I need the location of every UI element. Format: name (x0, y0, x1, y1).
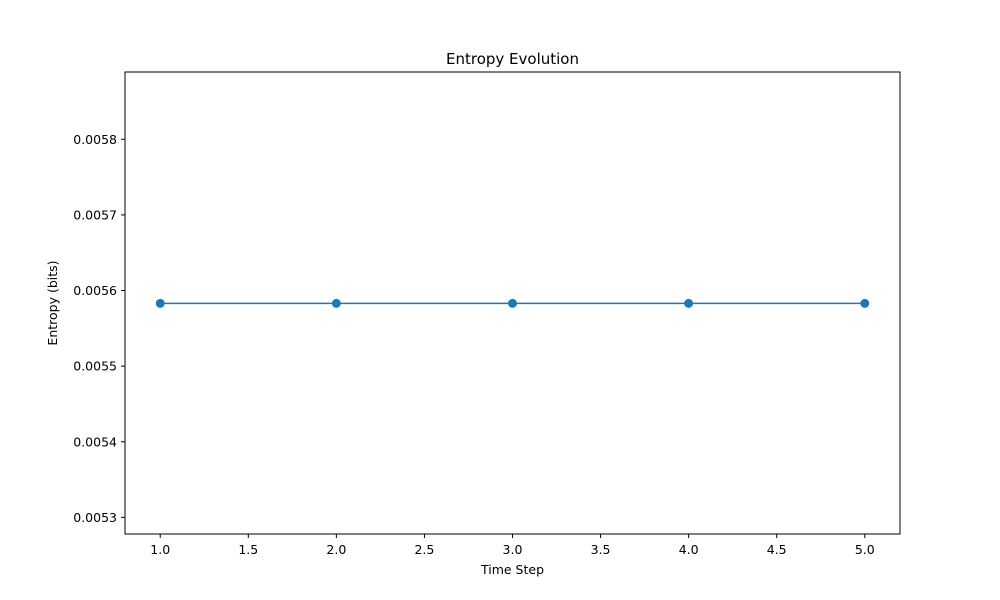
data-point (331, 298, 341, 308)
x-tick-label: 5.0 (855, 542, 875, 557)
x-tick-label: 3.0 (503, 542, 523, 557)
x-tick-label: 4.0 (679, 542, 699, 557)
y-tick-label: 0.0057 (73, 207, 117, 222)
y-tick-label: 0.0053 (73, 510, 117, 525)
series-layer (155, 298, 870, 308)
x-tick-label: 3.5 (591, 542, 611, 557)
y-tick-label: 0.0054 (73, 434, 117, 449)
y-axis-label: Entropy (bits) (45, 260, 60, 345)
x-tick-label: 4.5 (767, 542, 787, 557)
x-axis-label: Time Step (480, 562, 544, 577)
y-tick-label: 0.0055 (73, 359, 117, 374)
x-tick-label: 1.0 (150, 542, 170, 557)
data-point (860, 298, 870, 308)
data-point (508, 298, 517, 308)
y-axis: 0.0053 0.0054 0.0055 0.0056 0.0057 0.0058 (73, 132, 125, 525)
x-axis: 1.0 1.5 2.0 2.5 3.0 3.5 4.0 4.5 5.0 (150, 534, 875, 557)
y-tick-label: 0.0058 (73, 132, 117, 147)
x-tick-label: 2.5 (414, 542, 434, 557)
x-tick-label: 1.5 (238, 542, 258, 557)
data-point (684, 298, 694, 308)
x-tick-label: 2.0 (326, 542, 346, 557)
chart-title: Entropy Evolution (446, 50, 579, 68)
y-tick-label: 0.0056 (73, 283, 117, 298)
data-point (155, 298, 165, 308)
